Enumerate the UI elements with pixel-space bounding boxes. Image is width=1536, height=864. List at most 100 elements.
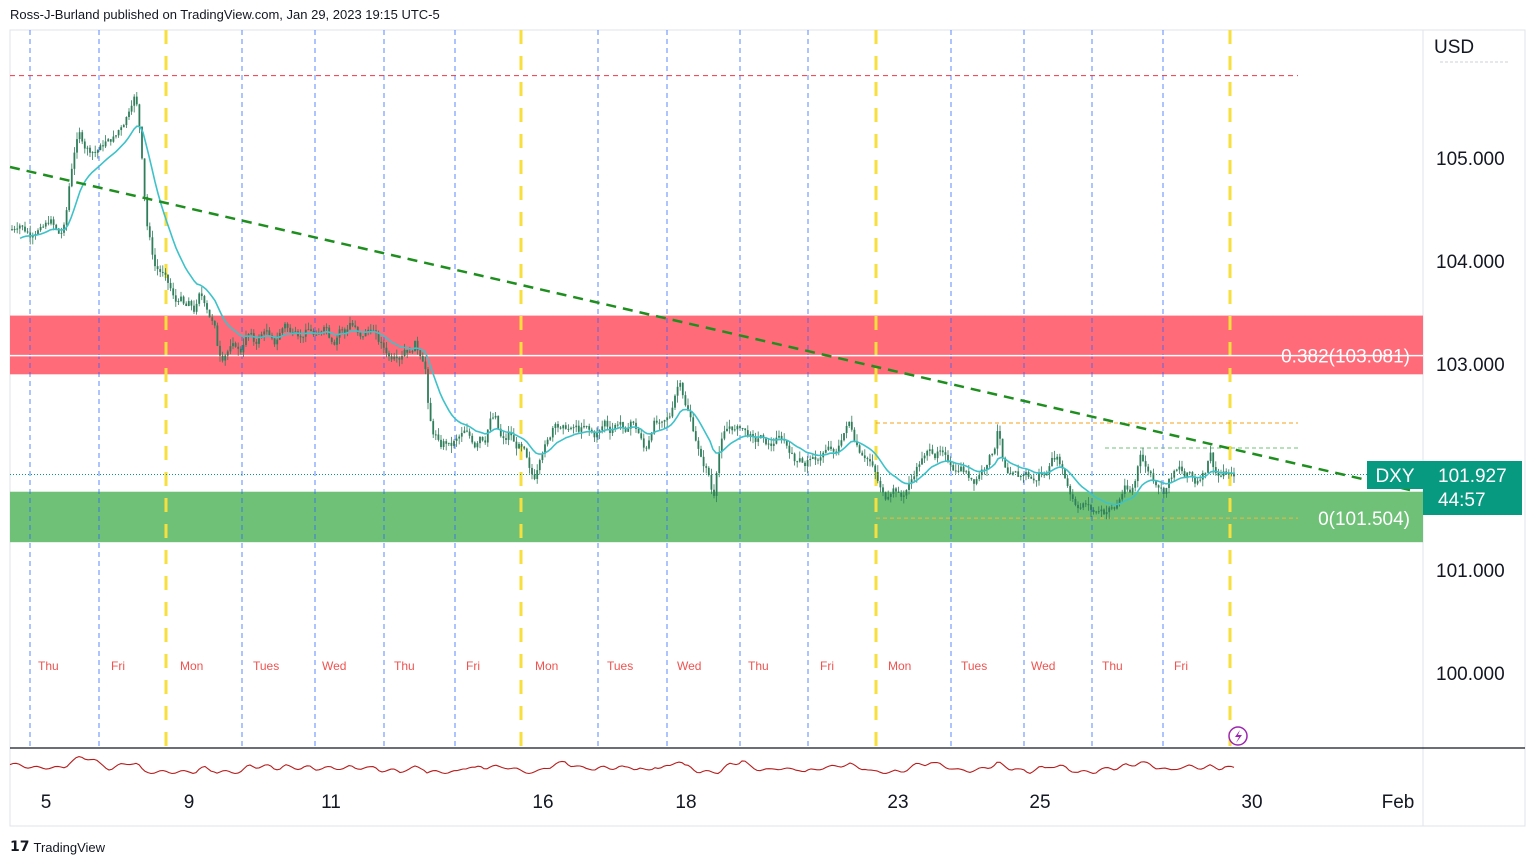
- candle-body: [330, 337, 333, 342]
- candle-body: [1027, 472, 1030, 477]
- candle-body: [250, 333, 253, 335]
- candle-body: [182, 296, 185, 304]
- candle-body: [99, 145, 102, 151]
- candle-body: [104, 141, 107, 147]
- candle-body: [388, 353, 390, 357]
- candle-body: [858, 445, 861, 453]
- lightning-alert-icon[interactable]: [1228, 726, 1248, 746]
- candle-body: [1136, 466, 1139, 482]
- candle-body: [479, 436, 481, 444]
- candle-body: [1103, 509, 1105, 515]
- candle-body: [24, 226, 26, 232]
- candle-body: [541, 453, 544, 461]
- candle-body: [518, 443, 520, 449]
- candle-body: [1087, 504, 1090, 506]
- candle-body: [640, 433, 643, 439]
- candle-body: [497, 415, 500, 429]
- day-label-mon: Mon: [535, 659, 558, 673]
- candle-body: [975, 479, 978, 484]
- candle-body: [1227, 473, 1230, 475]
- candle-body: [499, 428, 502, 437]
- candle-body: [1181, 466, 1183, 472]
- candle-body: [668, 416, 671, 418]
- fib-0-label: 0(101.504): [1318, 509, 1410, 530]
- candle-body: [362, 336, 364, 338]
- candle-body: [637, 428, 640, 434]
- candle-body: [559, 427, 562, 429]
- candle-body: [806, 460, 809, 467]
- candle-body: [1045, 473, 1048, 476]
- candle-body: [174, 295, 177, 302]
- candle-body: [1217, 473, 1220, 476]
- candle-body: [369, 329, 372, 332]
- candle-body: [333, 341, 336, 345]
- symbol-tag: DXY: [1375, 466, 1414, 487]
- candle-body: [1201, 472, 1204, 480]
- resistance-zone: [10, 315, 1423, 375]
- candle-body: [1191, 472, 1194, 478]
- candle-body: [143, 158, 146, 197]
- candle-body: [902, 495, 905, 497]
- candle-body: [1061, 464, 1064, 469]
- candle-body: [1006, 467, 1009, 474]
- candle-body: [1066, 478, 1069, 486]
- candle-body: [707, 467, 710, 476]
- candle-body: [159, 269, 162, 272]
- candle-body: [1121, 493, 1124, 500]
- candle-body: [840, 440, 843, 446]
- date-tick-11: 11: [321, 792, 341, 813]
- candle-body: [247, 334, 250, 336]
- candle-body: [151, 237, 154, 255]
- candle-body: [1199, 479, 1202, 481]
- candle-body: [109, 139, 112, 142]
- candle-body: [658, 422, 661, 424]
- candle-body: [86, 147, 89, 149]
- candle-body: [112, 136, 115, 142]
- candle-body: [265, 330, 268, 332]
- candle-body: [809, 458, 812, 461]
- candle-body: [78, 132, 81, 140]
- publisher-header: Ross-J-Burland published on TradingView.…: [10, 7, 440, 22]
- last-price-tag[interactable]: DXY 101.927 44:57: [1367, 461, 1522, 515]
- candle-body: [1165, 487, 1168, 494]
- price-ticks: 105.000 104.000 103.000 101.000 100.000: [1436, 149, 1505, 685]
- candle-body: [57, 228, 60, 234]
- candle-body: [999, 431, 1001, 439]
- candle-body: [887, 496, 890, 500]
- candle-body: [918, 464, 921, 467]
- day-label-mon: Mon: [888, 659, 911, 673]
- candle-body: [1035, 480, 1038, 482]
- date-tick-5: 5: [41, 792, 52, 813]
- candle-body: [281, 328, 284, 333]
- candle-body: [739, 426, 741, 429]
- candle-body: [455, 438, 458, 441]
- date-tick-30: 30: [1241, 792, 1262, 813]
- candle-body: [635, 422, 637, 429]
- candle-body: [583, 425, 585, 428]
- candle-body: [861, 452, 864, 456]
- candle-body: [1142, 454, 1144, 462]
- candle-body: [1196, 480, 1199, 484]
- candle-body: [440, 439, 442, 448]
- candle-body: [830, 446, 832, 450]
- candle-body: [601, 426, 604, 431]
- date-tick-18: 18: [675, 792, 696, 813]
- candle-body: [1001, 438, 1004, 459]
- candle-body: [627, 428, 630, 432]
- candle-body: [169, 282, 172, 289]
- vertical-guides: [29, 30, 1232, 748]
- day-label-wed: Wed: [322, 659, 346, 673]
- candle-body: [1030, 476, 1033, 479]
- candle-body: [856, 441, 858, 446]
- candle-body: [900, 492, 903, 497]
- candle-body: [767, 443, 770, 445]
- candle-body: [804, 462, 806, 467]
- candle-body: [458, 436, 461, 439]
- bar-countdown: 44:57: [1438, 490, 1486, 511]
- candle-body: [546, 439, 549, 445]
- candle-body: [445, 441, 448, 444]
- candle-body: [645, 447, 648, 449]
- candle-body: [674, 395, 676, 408]
- candle-body: [42, 226, 45, 228]
